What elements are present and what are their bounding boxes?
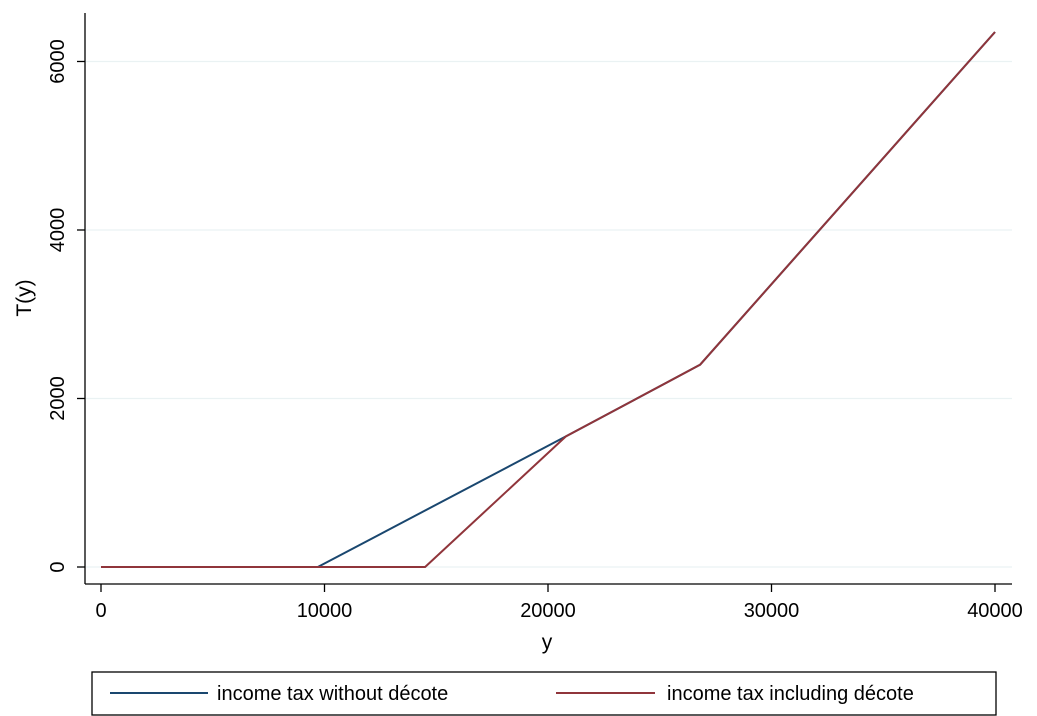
y-tick-label-1: 2000 [47,376,69,421]
x-tick-label-3: 30000 [744,600,800,622]
legend-frame [91,671,997,716]
y-axis: 0 2000 4000 6000 [47,13,86,584]
series-line-1 [101,31,996,568]
y-tick-label-2: 4000 [47,208,69,253]
y-tick-label-3: 6000 [47,39,69,84]
x-tick-label-4: 40000 [967,600,1023,622]
gridlines [86,60,1012,568]
legend: income tax without décote income tax incl… [91,671,997,716]
y-axis-title: T(y) [13,279,36,316]
series-line-2 [101,31,996,568]
legend-label-1: income tax without décote [217,683,448,705]
x-tick-label-2: 20000 [520,600,576,622]
series-lines [101,31,996,568]
y-tick-label-0: 0 [47,561,69,572]
x-axis-title: y [542,631,553,654]
x-axis: 0 10000 20000 30000 40000 [85,583,1023,622]
x-tick-label-0: 0 [95,600,106,622]
legend-label-2: income tax including décote [667,683,914,705]
x-tick-label-1: 10000 [297,600,353,622]
